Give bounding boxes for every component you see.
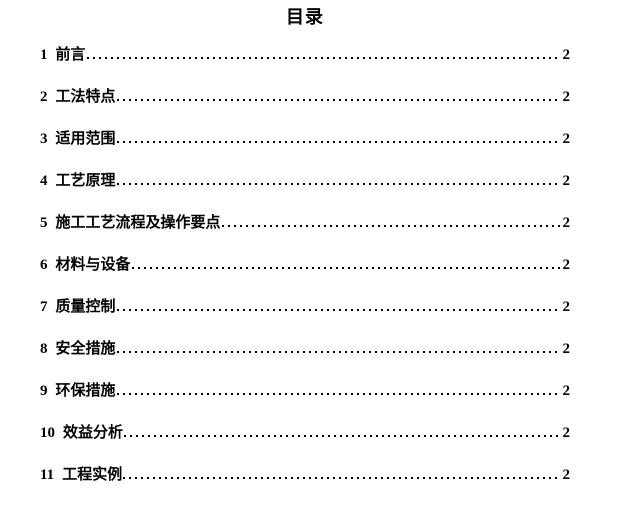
toc-entry-page: 2 — [562, 47, 571, 63]
toc-entry-number: 7 — [40, 299, 48, 315]
toc-entry[interactable]: 10 效益分析 2 — [40, 426, 570, 441]
toc-entry-number: 5 — [40, 215, 48, 231]
toc-entry-label: 施工工艺流程及操作要点 — [55, 215, 221, 231]
toc-entry-page: 2 — [562, 131, 571, 147]
page-title: 目录 — [286, 7, 324, 27]
toc-entry[interactable]: 2 工法特点 2 — [40, 90, 570, 105]
toc-entry-label: 工法特点 — [55, 89, 116, 105]
toc-entry-number: 1 — [40, 47, 48, 63]
toc-entry-number: 8 — [40, 341, 48, 357]
toc-entry-page: 2 — [562, 173, 571, 189]
toc-entry-label: 效益分析 — [63, 425, 124, 441]
toc-entry[interactable]: 7 质量控制 2 — [40, 300, 570, 315]
toc-entry-page: 2 — [562, 215, 571, 231]
toc-entry[interactable]: 9 环保措施 2 — [40, 384, 570, 399]
toc-entry[interactable]: 3 适用范围 2 — [40, 132, 570, 147]
toc-entry-label: 适用范围 — [55, 131, 116, 147]
toc-entry-label: 前言 — [55, 47, 86, 63]
toc-entry-page: 2 — [562, 425, 571, 441]
toc-entry[interactable]: 6 材料与设备 2 — [40, 258, 570, 273]
toc-entry-number: 10 — [40, 425, 55, 441]
toc-entry-page: 2 — [562, 89, 571, 105]
dot-leader — [116, 309, 560, 311]
toc-entry-label: 工艺原理 — [55, 173, 116, 189]
toc-entry-page: 2 — [562, 341, 571, 357]
toc-entry-number: 3 — [40, 131, 48, 147]
toc-list: 1 前言 2 2 工法特点 2 3 适用范围 2 4 工艺原理 2 5 施工工艺流程及操作要点 2 6 材料与设… — [40, 48, 570, 483]
toc-entry-number: 6 — [40, 257, 48, 273]
dot-leader — [116, 99, 560, 101]
toc-entry-number: 4 — [40, 173, 48, 189]
toc-entry-page: 2 — [562, 299, 571, 315]
dot-leader — [116, 393, 560, 395]
toc-entry-number: 9 — [40, 383, 48, 399]
dot-leader — [131, 267, 560, 269]
toc-entry[interactable]: 1 前言 2 — [40, 48, 570, 63]
dot-leader — [116, 141, 560, 143]
toc-entry-number: 11 — [40, 467, 55, 483]
toc-entry[interactable]: 5 施工工艺流程及操作要点 2 — [40, 216, 570, 231]
toc-entry-label: 质量控制 — [55, 299, 116, 315]
dot-leader — [116, 183, 560, 185]
toc-entry-label: 材料与设备 — [55, 257, 131, 273]
dot-leader — [123, 477, 560, 479]
toc-entry[interactable]: 4 工艺原理 2 — [40, 174, 570, 189]
toc-entry[interactable]: 8 安全措施 2 — [40, 342, 570, 357]
toc-entry[interactable]: 11 工程实例 2 — [40, 468, 570, 483]
dot-leader — [116, 351, 560, 353]
toc-entry-label: 环保措施 — [55, 383, 116, 399]
toc-entry-label: 工程实例 — [62, 467, 123, 483]
toc-entry-label: 安全措施 — [55, 341, 116, 357]
dot-leader — [221, 225, 560, 227]
toc-entry-number: 2 — [40, 89, 48, 105]
dot-leader — [124, 435, 560, 437]
dot-leader — [86, 57, 560, 59]
toc-entry-page: 2 — [562, 257, 571, 273]
toc-entry-page: 2 — [562, 467, 571, 483]
toc-entry-page: 2 — [562, 383, 571, 399]
